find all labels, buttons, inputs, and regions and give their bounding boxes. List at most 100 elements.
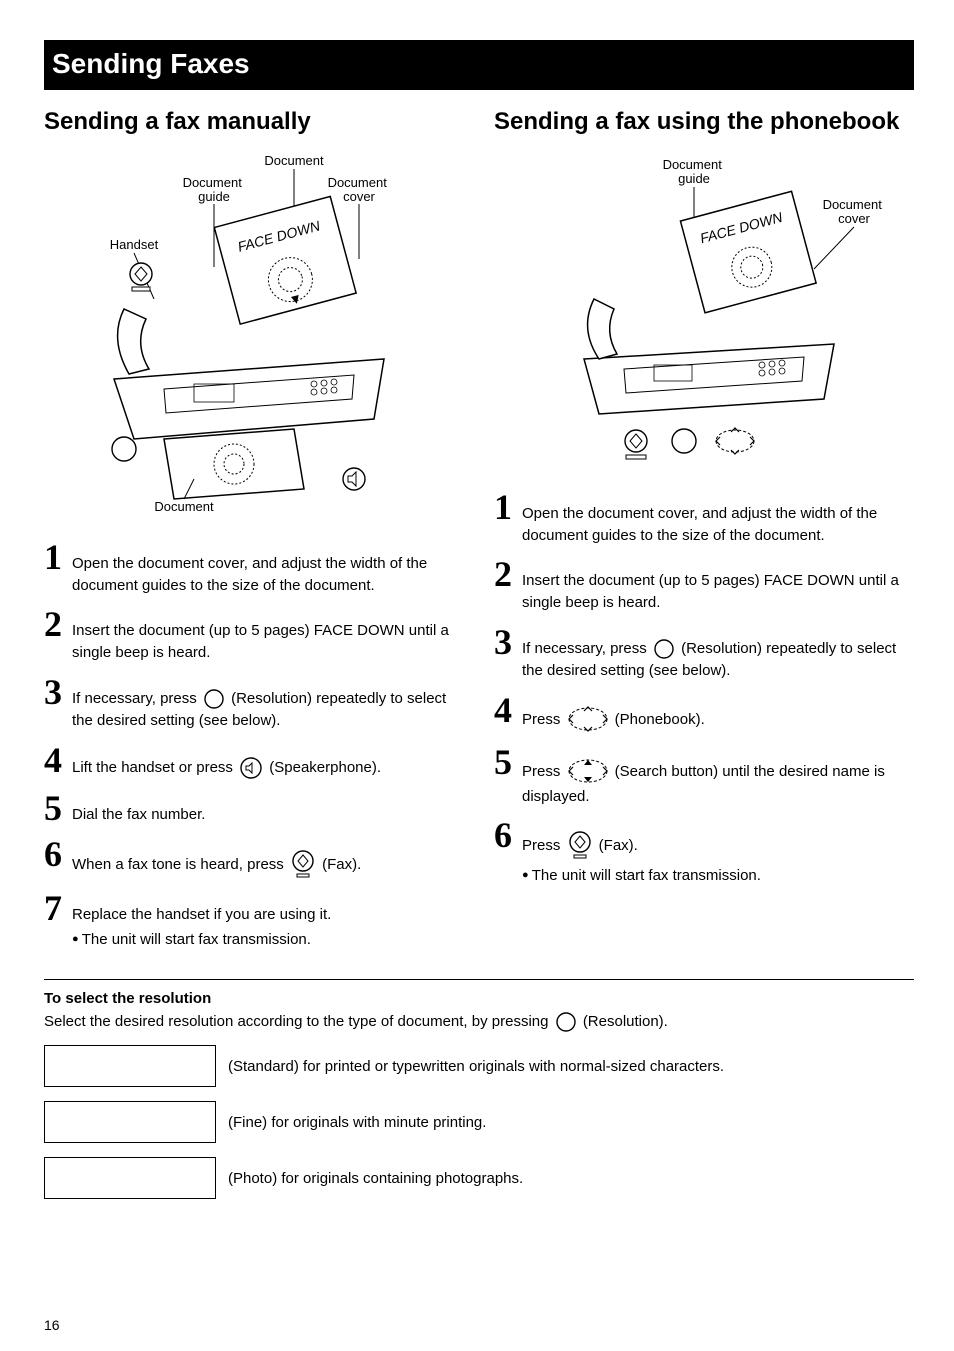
step-text-before: Press (522, 837, 565, 854)
speakerphone-icon (239, 756, 263, 780)
resolution-intro-before: Select the desired resolution according … (44, 1013, 553, 1030)
step-body: Open the document cover, and adjust the … (522, 489, 914, 547)
step-text: Open the document cover, and adjust the … (522, 505, 877, 544)
resolution-rows: (Standard) for printed or typewritten or… (44, 1045, 914, 1199)
step-text-after: (Fax). (318, 856, 361, 873)
left-step-list: 1Open the document cover, and adjust the… (44, 539, 464, 951)
resolution-intro: Select the desired resolution according … (44, 1011, 914, 1033)
page: Sending Faxes Sending a fax manually Doc… (0, 0, 954, 1351)
columns: Sending a fax manually Document Document… (44, 108, 914, 961)
step-body: Dial the fax number. (72, 790, 205, 826)
step-text-before: When a fax tone is heard, press (72, 856, 288, 873)
step-text-before: If necessary, press (72, 690, 201, 707)
right-step-2: 2Insert the document (up to 5 pages) FAC… (494, 556, 914, 614)
step-number: 1 (44, 539, 72, 575)
left-step-7: 7Replace the handset if you are using it… (44, 890, 464, 952)
step-text-before: Lift the handset or press (72, 759, 237, 776)
step-text: Open the document cover, and adjust the … (72, 555, 427, 594)
step-body: Insert the document (up to 5 pages) FACE… (72, 606, 464, 664)
right-step-4: 4Press (Phonebook). (494, 692, 914, 734)
step-number: 3 (44, 674, 72, 710)
step-number: 6 (494, 817, 522, 853)
resolution-desc: (Photo) for originals containing photogr… (228, 1170, 523, 1187)
step-text-after: (Speakerphone). (265, 759, 381, 776)
left-step-4: 4Lift the handset or press (Speakerphone… (44, 742, 464, 780)
step-number: 3 (494, 624, 522, 660)
label-document-bottom: Document (154, 499, 214, 514)
right-heading: Sending a fax using the phonebook (494, 108, 914, 137)
fax-icon (567, 831, 593, 861)
step-text: Insert the document (up to 5 pages) FACE… (522, 572, 899, 611)
right-diagram: Document guide Document cover FACE DOWN (494, 149, 914, 469)
step-number: 4 (494, 692, 522, 728)
step-body: Press (Phonebook). (522, 692, 705, 734)
step-text: Replace the handset if you are using it. (72, 906, 331, 923)
resolution-icon (203, 688, 225, 710)
step-text-after: (Phonebook). (611, 711, 705, 728)
step-bullet: The unit will start fax transmission. (72, 929, 331, 951)
step-body: Lift the handset or press (Speakerphone)… (72, 742, 381, 780)
page-number: 16 (44, 1317, 60, 1333)
svg-text:Document cover: Document cover (328, 175, 391, 204)
right-step-5: 5Press (Search button) until the desired… (494, 744, 914, 808)
step-number: 5 (494, 744, 522, 780)
title-bar: Sending Faxes (44, 40, 914, 90)
step-number: 2 (494, 556, 522, 592)
step-number: 6 (44, 836, 72, 872)
right-step-list: 1Open the document cover, and adjust the… (494, 489, 914, 887)
resolution-desc: (Standard) for printed or typewritten or… (228, 1058, 724, 1075)
left-step-2: 2Insert the document (up to 5 pages) FAC… (44, 606, 464, 664)
horizontal-rule (44, 979, 914, 980)
resolution-intro-after: (Resolution). (583, 1013, 668, 1030)
label-document-guide-2: guide (198, 189, 230, 204)
step-text: Dial the fax number. (72, 806, 205, 823)
step-bullet: The unit will start fax transmission. (522, 865, 761, 887)
left-step-3: 3If necessary, press (Resolution) repeat… (44, 674, 464, 732)
step-text-after: (Fax). (595, 837, 638, 854)
svg-text:Document cover: Document cover (823, 197, 886, 226)
resolution-display-box (44, 1101, 216, 1143)
resolution-row-1: (Fine) for originals with minute printin… (44, 1101, 914, 1143)
step-body: When a fax tone is heard, press (Fax). (72, 836, 361, 880)
search-icon (567, 758, 609, 786)
fax-icon (290, 850, 316, 880)
step-text-before: If necessary, press (522, 640, 651, 657)
resolution-icon (653, 638, 675, 660)
left-step-5: 5Dial the fax number. (44, 790, 464, 826)
step-body: If necessary, press (Resolution) repeate… (522, 624, 914, 682)
step-text-before: Press (522, 763, 565, 780)
label-document-cover-2: cover (343, 189, 375, 204)
right-step-1: 1Open the document cover, and adjust the… (494, 489, 914, 547)
resolution-title: To select the resolution (44, 990, 914, 1007)
right-step-6: 6Press (Fax). The unit will start fax tra… (494, 817, 914, 887)
label-document-guide-1: Document (183, 175, 243, 190)
resolution-icon (555, 1011, 577, 1033)
step-number: 1 (494, 489, 522, 525)
step-number: 5 (44, 790, 72, 826)
left-step-6: 6When a fax tone is heard, press (Fax). (44, 836, 464, 880)
resolution-display-box (44, 1157, 216, 1199)
step-body: Replace the handset if you are using it.… (72, 890, 331, 952)
resolution-display-box (44, 1045, 216, 1087)
label-handset: Handset (110, 237, 159, 252)
resolution-row-0: (Standard) for printed or typewritten or… (44, 1045, 914, 1087)
phonebook-icon (567, 706, 609, 734)
step-body: Insert the document (up to 5 pages) FACE… (522, 556, 914, 614)
resolution-row-2: (Photo) for originals containing photogr… (44, 1157, 914, 1199)
step-number: 7 (44, 890, 72, 926)
step-body: Open the document cover, and adjust the … (72, 539, 464, 597)
step-text-before: Press (522, 711, 565, 728)
label-document-top: Document (264, 153, 324, 168)
label-document-cover-1: Document (328, 175, 388, 190)
svg-text:Document guide: Document guide (183, 175, 246, 204)
step-number: 2 (44, 606, 72, 642)
right-step-3: 3If necessary, press (Resolution) repeat… (494, 624, 914, 682)
resolution-desc: (Fine) for originals with minute printin… (228, 1114, 486, 1131)
step-number: 4 (44, 742, 72, 778)
step-body: If necessary, press (Resolution) repeate… (72, 674, 464, 732)
step-body: Press (Search button) until the desired … (522, 744, 914, 808)
left-heading: Sending a fax manually (44, 108, 464, 137)
resolution-section: To select the resolution Select the desi… (44, 990, 914, 1199)
svg-text:Document guide: Document guide (663, 157, 726, 186)
step-text: Insert the document (up to 5 pages) FACE… (72, 622, 449, 661)
